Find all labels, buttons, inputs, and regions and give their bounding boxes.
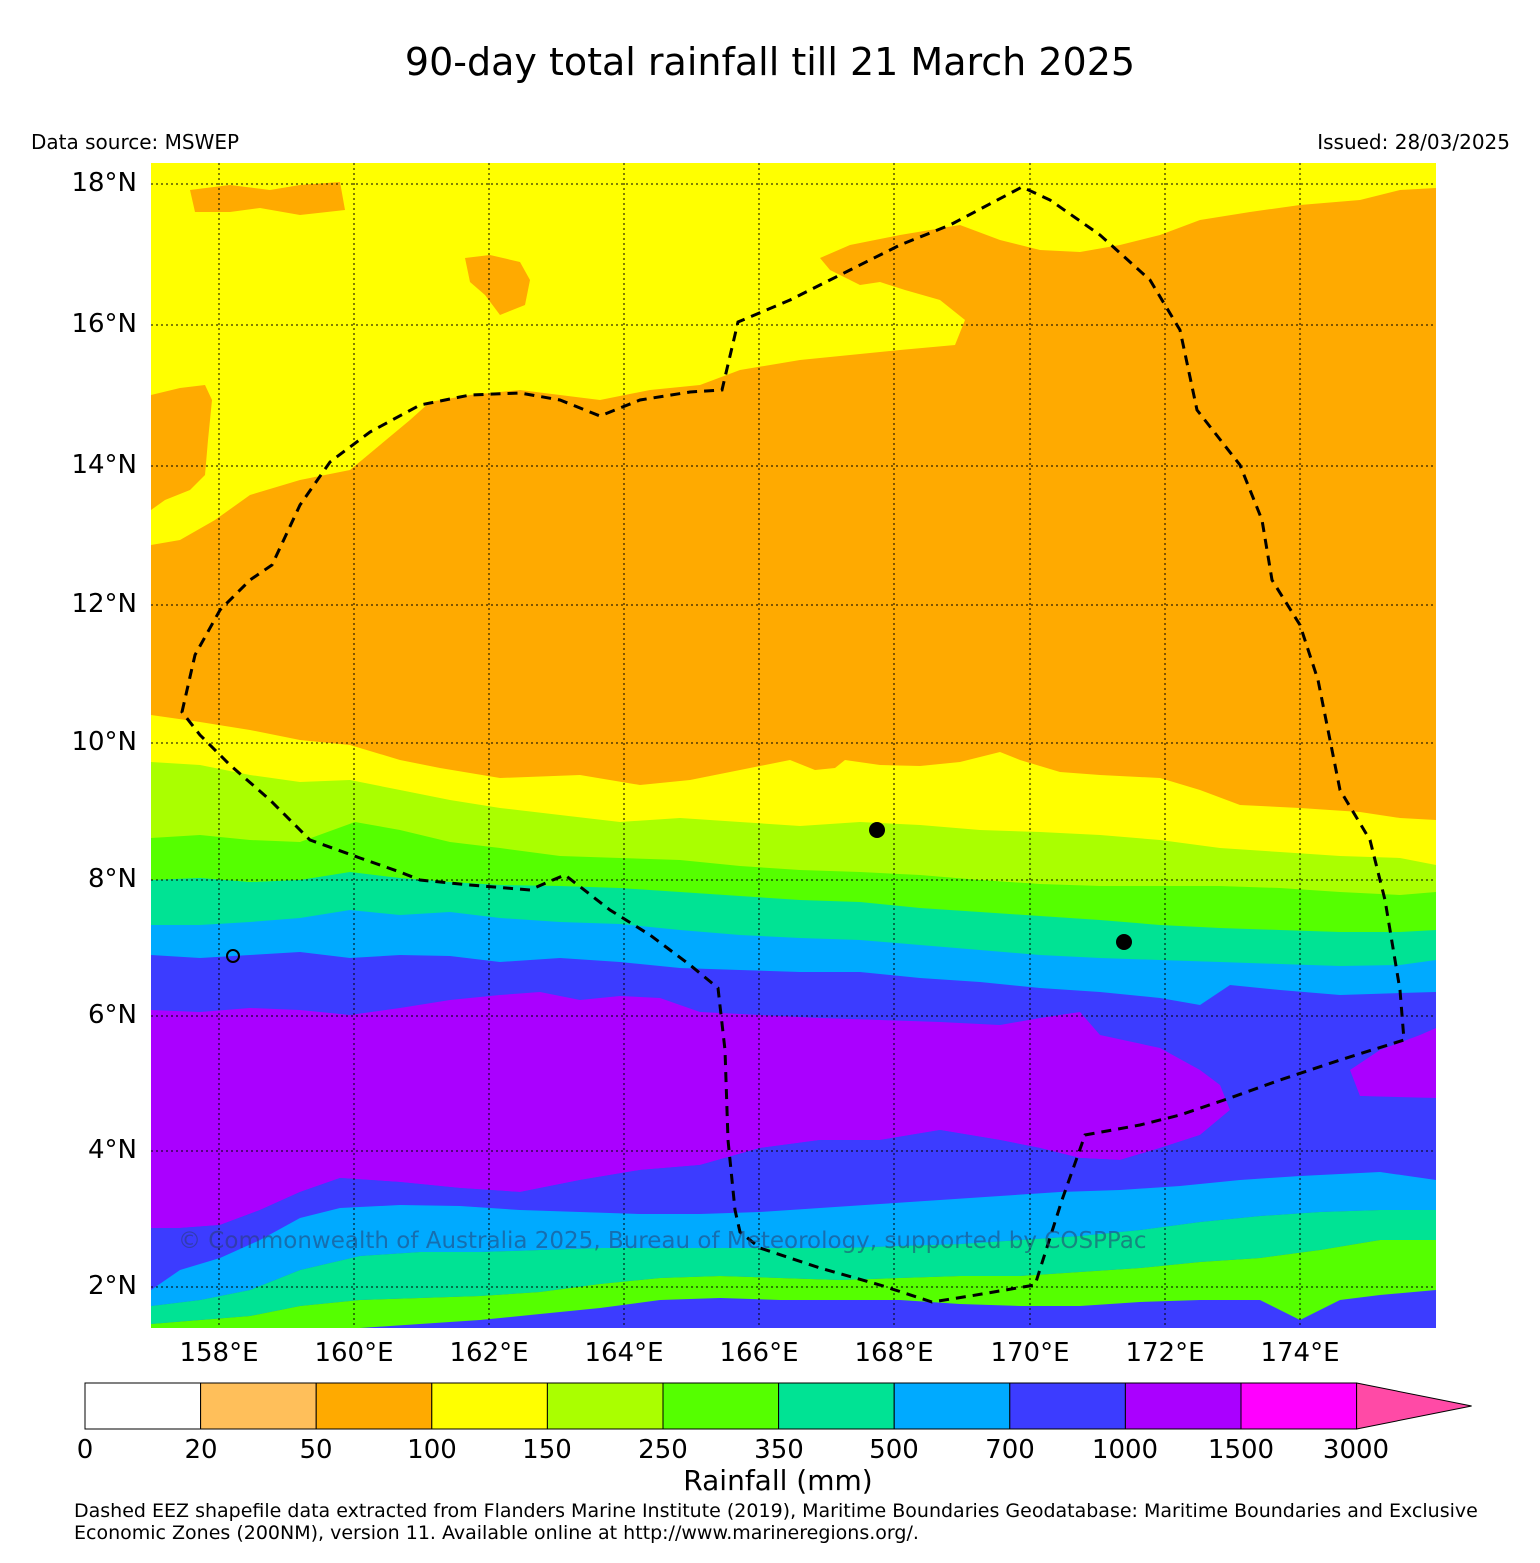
data-source-label: Data source: MSWEP [31,130,240,154]
colorbar-tick: 500 [869,1435,919,1465]
island-outline [226,949,240,963]
lat-label: 14°N [71,450,137,480]
band-350-500-lower [151,1210,1436,1324]
band-50-100-nw [151,385,212,510]
lat-label: 6°N [88,1000,137,1030]
colorbar-swatch [546,1382,664,1430]
lat-label: 16°N [71,309,137,339]
lon-label: 162°E [449,1338,529,1368]
lat-label: 18°N [71,168,137,198]
lat-label: 4°N [88,1135,137,1165]
footnote: Dashed EEZ shapefile data extracted from… [74,1500,1514,1544]
colorbar-swatch [431,1382,548,1430]
eez-boundary [180,185,1406,1304]
colorbar-title: Rainfall (mm) [683,1464,873,1497]
footnote-line: Economic Zones (200NM), version 11. Avai… [74,1522,919,1544]
colorbar-tick: 3000 [1322,1435,1390,1465]
colorbar-tick: 1500 [1207,1435,1275,1465]
band-250-350-lower [151,1240,1436,1328]
colorbar-tick: 20 [184,1435,218,1465]
colorbar-tick: 700 [985,1435,1035,1465]
band-50-100-blob [465,255,530,315]
colorbar-extend-arrow [1356,1382,1472,1430]
band-1000-1500 [151,992,1230,1228]
lat-label: 2°N [88,1271,137,1301]
colorbar-tick: 250 [638,1435,688,1465]
island-marker [1116,934,1132,950]
band-500-700-lower [151,1172,1436,1306]
colorbar-swatch [315,1382,433,1430]
lon-label: 170°E [990,1338,1070,1368]
colorbar-tick: 50 [299,1435,333,1465]
colorbar-swatch [200,1382,317,1430]
colorbar-swatch [84,1382,202,1430]
colorbar-tick: 1000 [1091,1435,1159,1465]
band-50-100-top [190,182,345,215]
lon-label: 160°E [314,1338,394,1368]
lon-label: 166°E [719,1338,799,1368]
colorbar-tick: 0 [76,1435,94,1465]
lon-label: 164°E [584,1338,664,1368]
map-title: 90-day total rainfall till 21 March 2025 [404,40,1136,84]
lat-label: 8°N [88,864,137,894]
rainfall-bands [151,163,1436,1328]
lat-label: 12°N [71,589,137,619]
lon-label: 172°E [1125,1338,1205,1368]
band-700-1000-lower [151,1096,1436,1290]
colorbar [84,1382,1472,1430]
colorbar-swatch [1009,1382,1126,1430]
lat-label: 10°N [71,727,137,757]
footnote-line: Dashed EEZ shapefile data extracted from… [74,1500,1478,1522]
colorbar-tick: 150 [522,1435,572,1465]
colorbar-swatch [778,1382,895,1430]
colorbar-swatch [893,1382,1011,1430]
lon-label: 158°E [179,1338,259,1368]
lon-label: 174°E [1260,1338,1340,1368]
colorbar-swatch [662,1382,780,1430]
issued-date-label: Issued: 28/03/2025 [1317,130,1510,154]
band-1000-1500-east [1350,1028,1436,1098]
colorbar-swatch [1124,1382,1242,1430]
colorbar-tick: 350 [754,1435,804,1465]
copyright-watermark: © Commonwealth of Australia 2025, Bureau… [178,1228,1147,1254]
graticule [151,163,1436,1328]
island-marker [869,822,885,838]
colorbar-tick: 100 [407,1435,457,1465]
colorbar-swatch [1240,1382,1358,1430]
lon-label: 168°E [854,1338,934,1368]
band-50-100 [151,188,1436,820]
